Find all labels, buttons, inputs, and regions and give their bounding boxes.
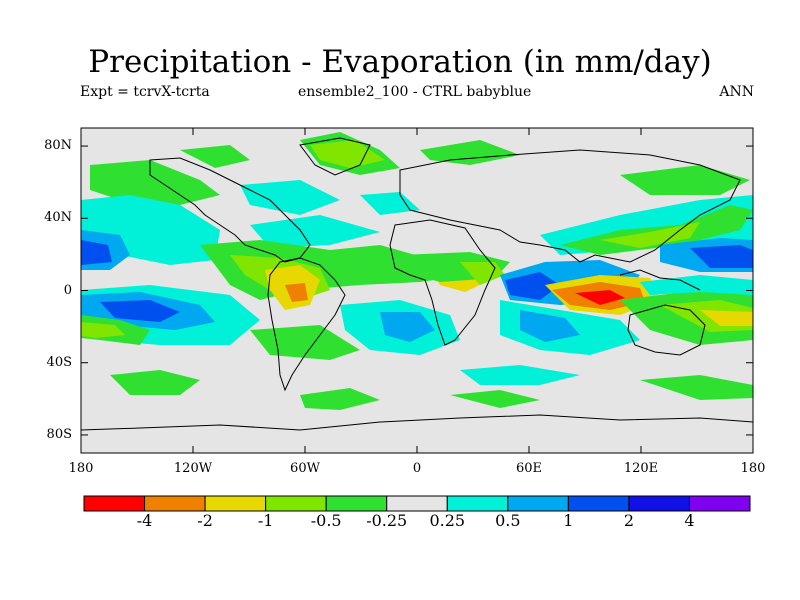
colorbar-swatch <box>325 495 388 512</box>
season-label: ANN <box>719 84 754 100</box>
field-cyan-natl <box>250 215 380 248</box>
lat-tick-label: 0 <box>63 282 72 298</box>
colorbar-swatch <box>265 495 327 512</box>
field-green-southern4 <box>450 390 540 408</box>
colorbar-label: 0.25 <box>429 511 466 530</box>
lon-tick-label: 180 <box>68 461 94 476</box>
experiment-label: Expt = tcrvX-tcrta <box>80 84 210 100</box>
lon-tick-label: 120W <box>173 461 213 476</box>
colorbar-swatch <box>628 495 690 512</box>
precipitation-field <box>81 132 753 410</box>
colorbar-label: 0.5 <box>495 511 521 530</box>
colorbar-label: -0.25 <box>366 511 408 530</box>
coast-north-america <box>149 157 311 263</box>
colorbar-swatch <box>446 495 509 512</box>
lat-tick-label: 80N <box>44 138 72 154</box>
field-green-wpac <box>560 205 753 255</box>
colorbar-swatch <box>83 495 146 512</box>
field-darkblue-wpacific <box>690 245 753 268</box>
colorbar-swatch <box>507 495 569 512</box>
field-cyan-southern <box>460 365 580 385</box>
coast-greenland <box>299 137 371 176</box>
field-green-southern1 <box>110 370 200 395</box>
field-green-arctic2 <box>420 140 520 165</box>
field-green-southern2 <box>300 388 380 410</box>
lat-tick-label: 40S <box>46 354 72 370</box>
colorbar-swatch <box>386 495 448 512</box>
field-lightgreen-arctic <box>310 140 385 168</box>
coast-maritime <box>619 269 701 291</box>
field-blue-indian-south <box>520 310 580 342</box>
field-darkblue-npacific <box>81 240 112 265</box>
lon-tick-label: 60W <box>290 461 320 476</box>
field-orange-samerica <box>285 283 308 302</box>
field-yellow-spacific-east <box>700 310 753 326</box>
colorbar-swatch <box>688 495 751 512</box>
field-lightgreen-wpac <box>600 222 700 248</box>
axis-ticks <box>80 128 754 453</box>
field-blue-satl <box>380 312 435 342</box>
field-red-indian <box>575 290 625 305</box>
lat-tick-label: 40N <box>44 210 72 226</box>
field-darkblue-spacific <box>100 300 180 322</box>
colorbar-label: -4 <box>136 511 153 530</box>
field-darkblue-indian <box>505 272 560 300</box>
colorbar-swatch <box>204 495 267 512</box>
map-title: Precipitation - Evaporation (in mm/day) <box>88 44 712 80</box>
colorbar-label: -1 <box>257 511 274 530</box>
field-green-southern3 <box>640 375 753 400</box>
coastlines <box>81 137 753 431</box>
lon-tick-label: 120E <box>623 461 659 476</box>
colorbar-label: 2 <box>623 511 634 530</box>
field-green-pacific-north <box>90 160 220 205</box>
lat-tick-label: 80S <box>46 426 72 442</box>
ensemble-label: ensemble2_100 - CTRL babyblue <box>298 84 532 100</box>
field-green-pacific-ne <box>620 165 750 195</box>
coast-australia <box>627 304 706 356</box>
lon-tick-label: 60E <box>515 461 543 476</box>
coast-antarctica <box>81 414 753 431</box>
colorbar-label: 1 <box>563 511 574 530</box>
field-green-satl <box>250 325 360 360</box>
colorbar-label: -2 <box>197 511 213 530</box>
colorbar-swatch <box>144 495 206 512</box>
field-lightgreen-spac-west <box>81 322 125 338</box>
lon-tick-label: 180 <box>740 461 766 476</box>
coast-africa <box>389 219 496 346</box>
field-lightgreen-africa <box>460 262 505 285</box>
field-cyan-pacific-south <box>640 275 753 295</box>
colorbar <box>83 495 751 512</box>
colorbar-label: -0.5 <box>310 511 342 530</box>
field-green-asia-north <box>180 145 250 168</box>
coast-south-america <box>267 257 346 392</box>
lon-tick-label: 0 <box>412 461 422 476</box>
field-cyan-atlantic-north <box>240 180 340 215</box>
colorbar-swatch <box>567 495 630 512</box>
colorbar-label: 4 <box>684 511 695 530</box>
coast-eurasia <box>399 149 741 263</box>
field-cyan-atlantic-north2 <box>360 192 420 215</box>
